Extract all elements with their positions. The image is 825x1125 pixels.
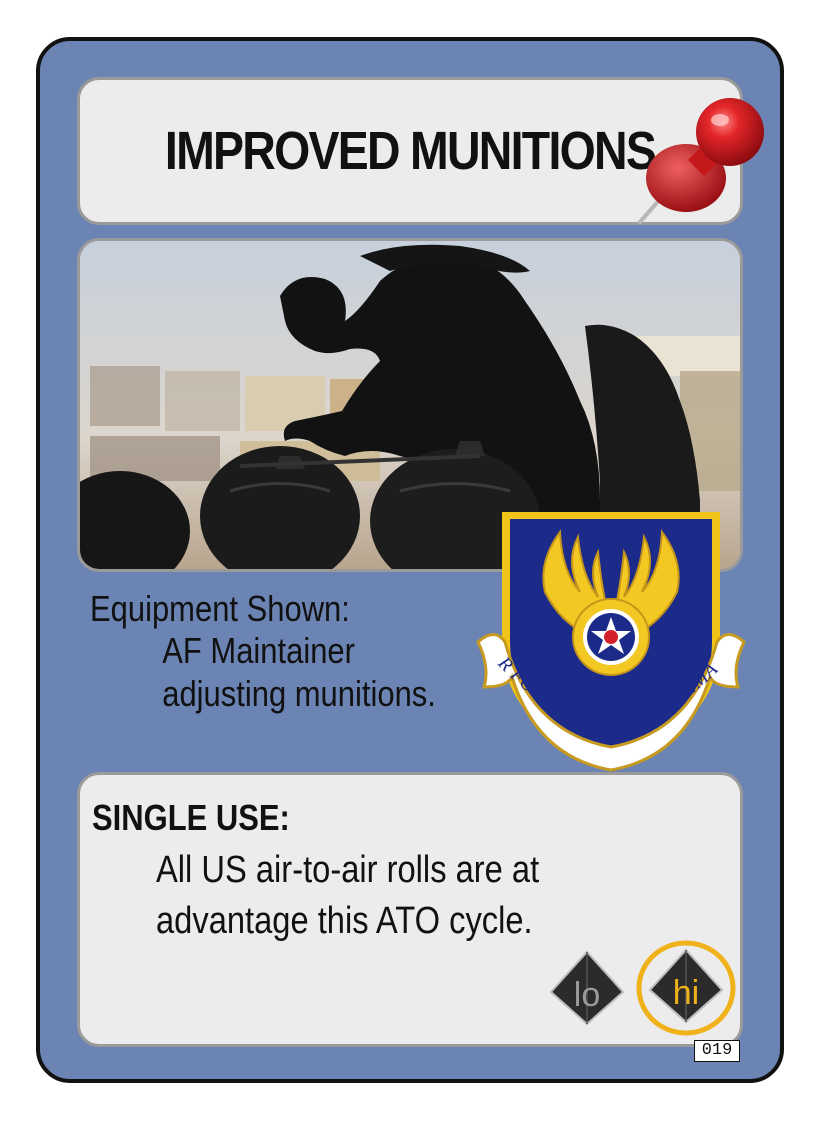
equipment-description: Equipment Shown: AF Maintainer adjusting…	[90, 588, 451, 715]
card-title: IMPROVED MUNITIONS	[164, 121, 657, 181]
lo-die-icon: lo	[549, 950, 625, 1026]
equipment-heading: Equipment Shown:	[90, 588, 350, 629]
command-emblem: AIR FORCE MATERIEL COMMAND	[470, 492, 746, 772]
ability-text: All US air-to-air rolls are at advantage…	[156, 845, 638, 948]
hi-die-label: hi	[673, 974, 699, 1012]
lo-die-label: lo	[574, 976, 600, 1014]
pushpin-icon	[638, 98, 764, 224]
ability-heading: SINGLE USE:	[92, 797, 290, 838]
title-panel: IMPROVED MUNITIONS	[77, 77, 743, 225]
hi-die-icon: hi	[636, 940, 736, 1036]
ability-line-2: advantage this ATO cycle.	[156, 900, 533, 943]
ability-line-1: All US air-to-air rolls are at	[156, 849, 540, 891]
card-number: 019	[694, 1040, 740, 1062]
ability-panel: SINGLE USE: All US air-to-air rolls are …	[77, 772, 743, 1047]
equipment-line-2: adjusting munitions.	[162, 672, 436, 714]
equipment-line-1: AF Maintainer	[162, 630, 355, 672]
